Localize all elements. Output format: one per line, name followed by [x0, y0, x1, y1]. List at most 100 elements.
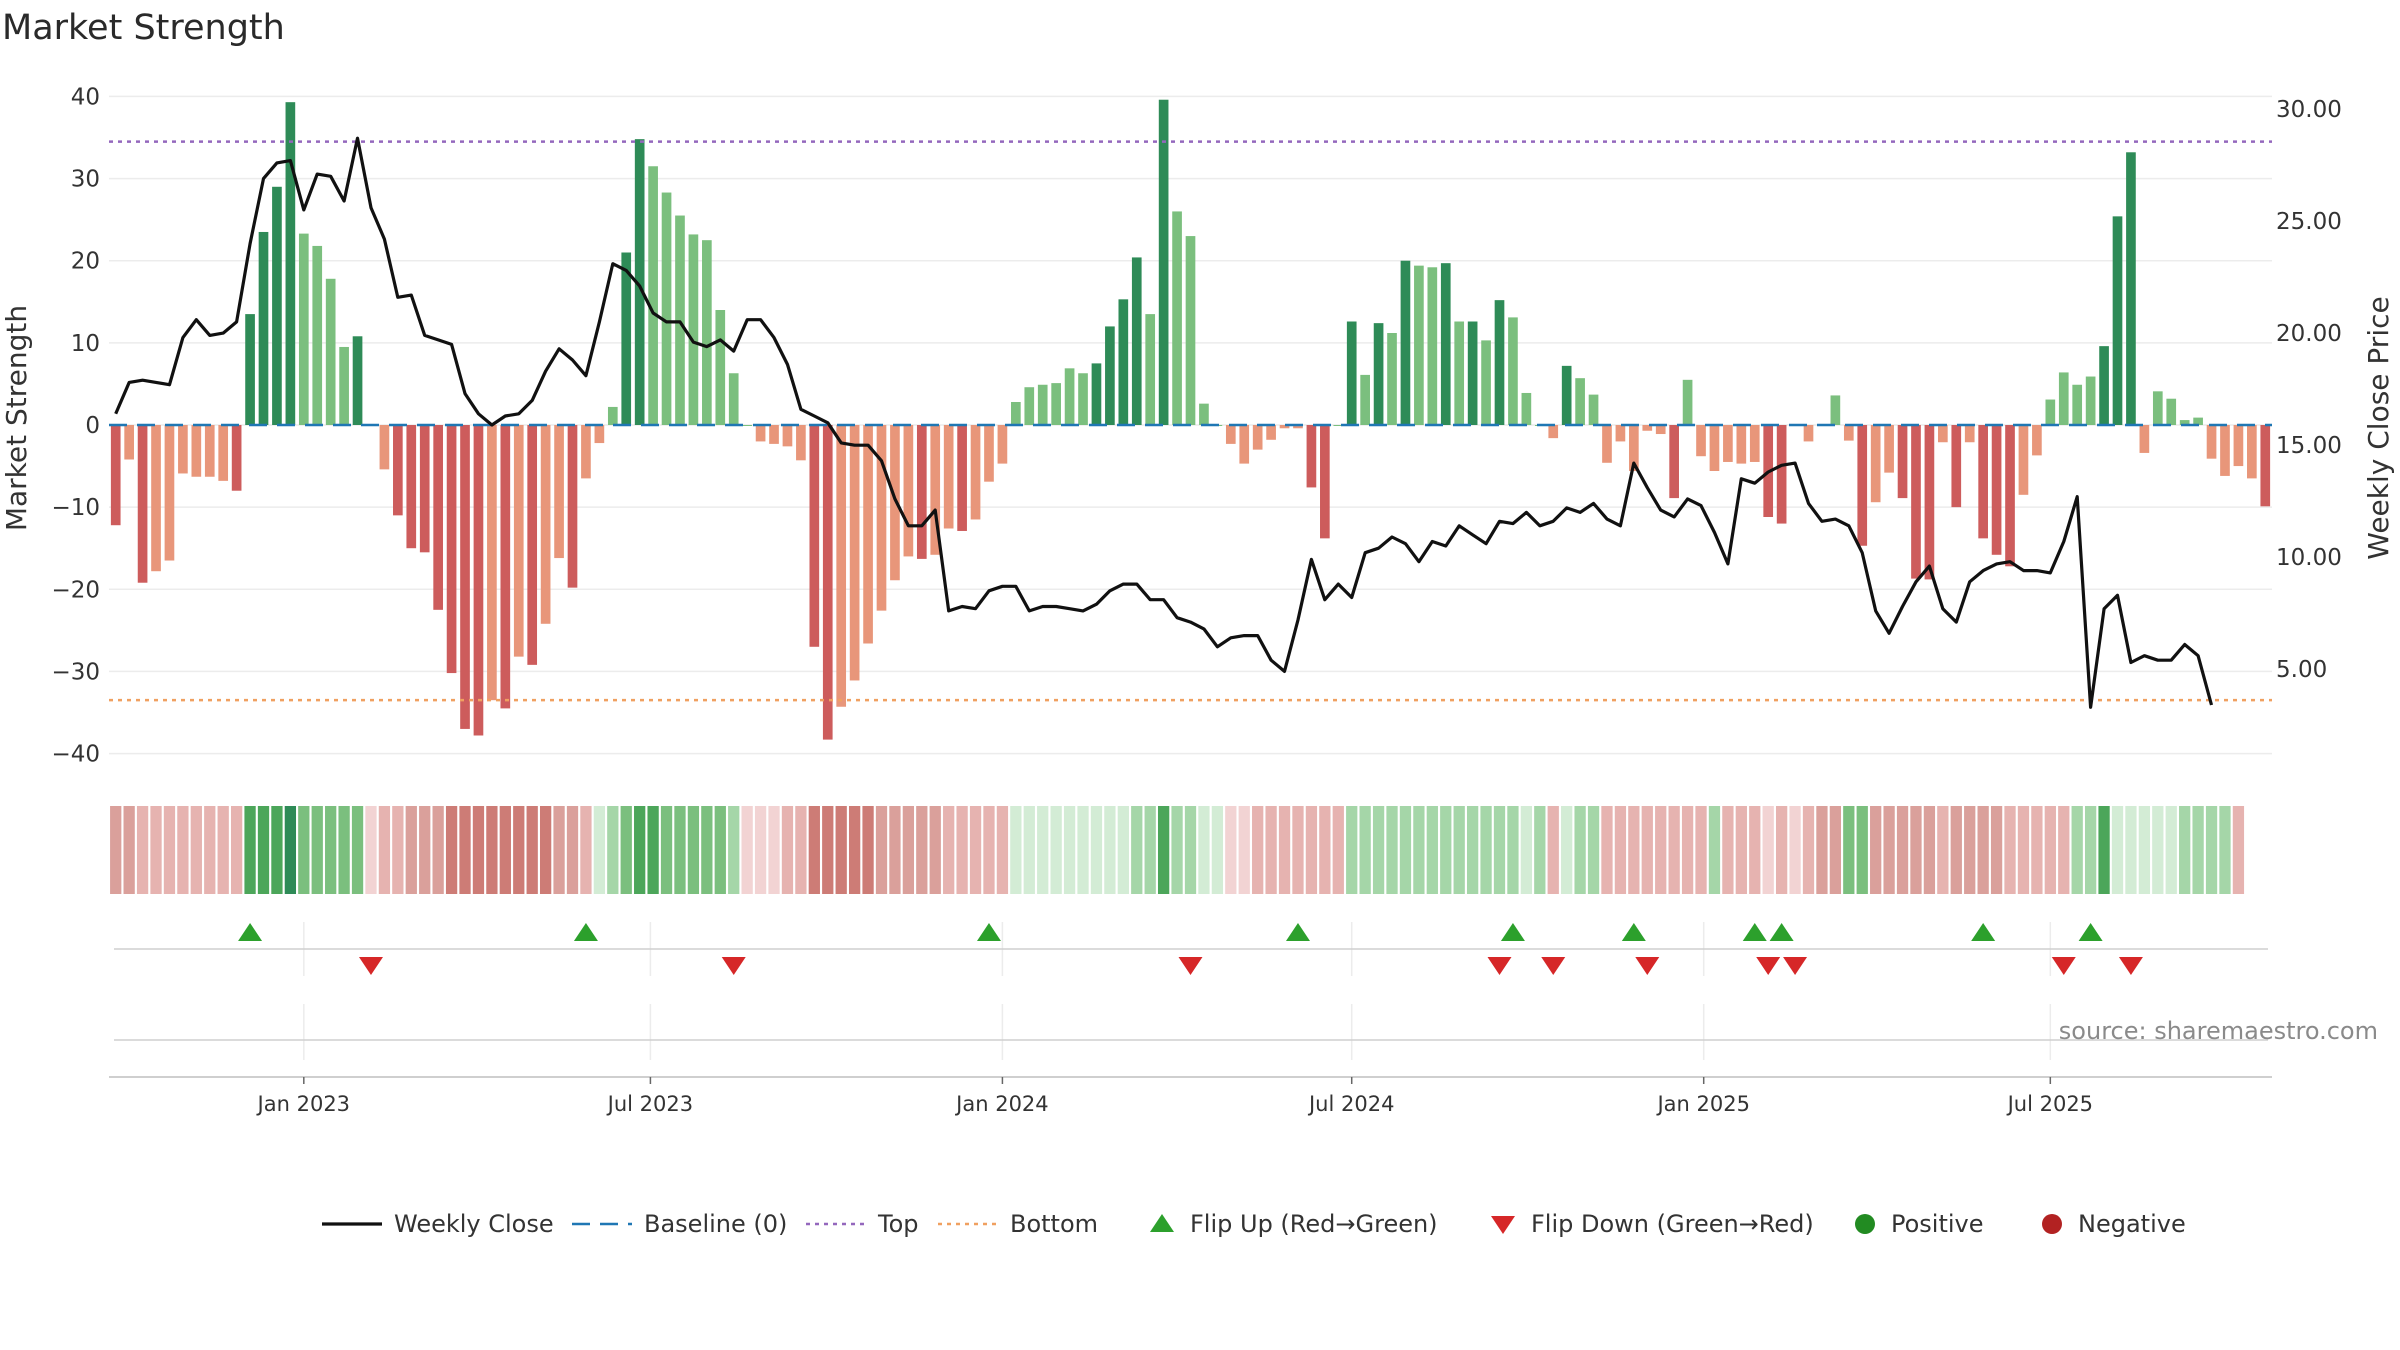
strength-bar [1320, 425, 1330, 539]
strength-bar [1561, 365, 1572, 425]
strength-bar [393, 425, 403, 516]
strength-bar [325, 278, 336, 425]
band-cell [1910, 806, 1922, 894]
legend-label: Bottom [1010, 1210, 1098, 1238]
strength-bar [1387, 333, 1397, 425]
y2-tick-label: 5.00 [2276, 657, 2327, 683]
strength-bar [1655, 425, 1666, 435]
strength-bar [1857, 425, 1868, 546]
strength-bar [2206, 425, 2217, 459]
band-cell [674, 806, 686, 894]
band-cell [1614, 806, 1627, 894]
band-cell [634, 806, 646, 894]
strength-bar [298, 233, 309, 425]
band-cell [1077, 806, 1089, 894]
band-cell [768, 806, 780, 894]
band-cell [902, 806, 915, 894]
legend-label: Baseline (0) [644, 1210, 787, 1238]
strength-bar [567, 425, 578, 588]
band-cell [795, 806, 807, 894]
flip-up-marker [573, 923, 598, 941]
band-cell [660, 806, 673, 894]
x-tick-label: Jul 2024 [1307, 1092, 1394, 1116]
legend-swatch [1855, 1214, 1875, 1234]
band-cell [1681, 806, 1694, 894]
strength-bar [1454, 321, 1465, 425]
strength-bar [2005, 425, 2015, 567]
band-cell [862, 806, 874, 894]
strength-bar [1991, 425, 2002, 555]
band-cell [472, 806, 485, 894]
band-cell [1923, 806, 1936, 894]
band-cell [701, 806, 713, 894]
strength-bar [540, 425, 551, 624]
strength-bar [1736, 425, 1747, 464]
strength-bar [312, 245, 323, 425]
flip-down-marker [2051, 957, 2076, 975]
strength-bar [2126, 152, 2136, 426]
flip-down-marker [2118, 957, 2143, 975]
flip-markers [114, 923, 2268, 975]
strength-bar [554, 425, 564, 559]
band-cell [1520, 806, 1533, 894]
strength-bar [809, 425, 820, 647]
band-cell [365, 806, 377, 894]
strength-bar [1803, 425, 1814, 442]
band-cell [271, 806, 283, 894]
legend-swatch [2042, 1214, 2062, 1234]
band-cell [566, 806, 579, 894]
strength-bar [2139, 425, 2150, 453]
weekly-close-line [114, 136, 2214, 709]
band-cell [1534, 806, 1546, 894]
band-cell [123, 806, 135, 894]
strength-bar [1843, 425, 1854, 441]
strength-bar [661, 192, 672, 425]
band-cell [1628, 806, 1640, 894]
band-cell [539, 806, 552, 894]
band-cell [875, 806, 888, 894]
x-tick-label: Jul 2025 [2006, 1092, 2093, 1116]
strength-bar [1602, 425, 1612, 463]
x-tick-label: Jan 2025 [1655, 1092, 1750, 1116]
strength-bar [1037, 384, 1048, 425]
band-cell [1977, 806, 1989, 894]
strength-bar [137, 425, 148, 583]
strength-bar [903, 425, 914, 557]
strength-bar [1427, 267, 1438, 425]
strength-bar [352, 336, 363, 425]
band-cell [432, 806, 444, 894]
band-cell [580, 806, 592, 894]
strength-bar [231, 425, 242, 491]
band-cell [1184, 806, 1197, 894]
band-cell [1211, 806, 1224, 894]
band-cell [1896, 806, 1909, 894]
strength-bar [1978, 425, 1988, 539]
band-cell [929, 806, 941, 894]
reference-lines [109, 140, 2272, 702]
band-cell [943, 806, 955, 894]
strength-bar [1333, 425, 1344, 426]
strength-bar [782, 425, 793, 447]
band-cell [1037, 806, 1049, 894]
strength-bar [1629, 425, 1639, 471]
strength-bar [110, 425, 121, 526]
strength-bar [1642, 425, 1653, 431]
strength-bar [1548, 425, 1559, 439]
flip-up-marker [1742, 923, 1767, 941]
band-cell [1453, 806, 1465, 894]
band-cell [2084, 806, 2097, 894]
band-cell [1144, 806, 1156, 894]
band-cell [1937, 806, 1949, 894]
strength-bar [836, 425, 847, 707]
y-axis-label: Market Strength [0, 305, 33, 531]
strength-bar [621, 252, 632, 425]
strength-bar [728, 373, 739, 425]
strength-bar [1897, 425, 1908, 499]
legend-swatch [1150, 1214, 1174, 1232]
x-tick-label: Jan 2023 [256, 1092, 351, 1116]
band-cell [1466, 806, 1479, 894]
strength-bar [1911, 425, 1921, 579]
strength-bar [984, 425, 994, 482]
band-cell [526, 806, 538, 894]
legend: Weekly Close Baseline (0) Top Bottom Flip Up… [322, 1210, 2186, 1238]
